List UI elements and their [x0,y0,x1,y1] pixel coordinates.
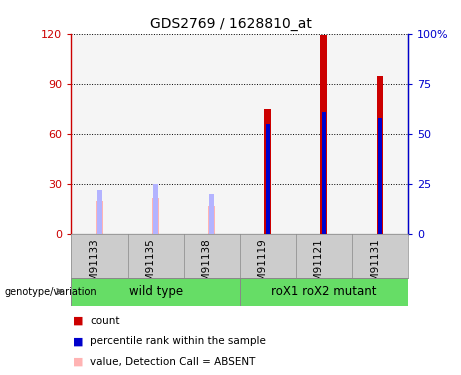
Bar [322,112,326,234]
Text: GDS2769 / 1628810_at: GDS2769 / 1628810_at [149,17,312,31]
Text: ■: ■ [73,336,83,346]
Bar [96,201,103,234]
Text: genotype/variation: genotype/variation [5,286,97,297]
Text: GSM91131: GSM91131 [370,238,380,295]
Text: ■: ■ [73,357,83,367]
Bar [71,278,240,306]
Text: ■: ■ [73,316,83,326]
Text: percentile rank within the sample: percentile rank within the sample [90,336,266,346]
Bar [154,184,158,234]
Bar [320,35,327,234]
Text: count: count [90,316,119,326]
Text: GSM91119: GSM91119 [258,238,268,295]
Bar [97,190,102,234]
Bar [152,198,159,234]
Bar [208,206,215,234]
Bar [240,278,408,306]
Text: roX1 roX2 mutant: roX1 roX2 mutant [271,285,377,298]
Bar [209,194,214,234]
Text: GSM91135: GSM91135 [146,238,156,295]
Bar [265,109,271,234]
Text: value, Detection Call = ABSENT: value, Detection Call = ABSENT [90,357,255,367]
Bar [377,75,383,234]
Text: GSM91133: GSM91133 [89,238,100,295]
Text: GSM91138: GSM91138 [201,238,212,295]
Text: wild type: wild type [129,285,183,298]
Bar [378,118,382,234]
Text: GSM91121: GSM91121 [314,238,324,295]
Bar [266,124,270,234]
